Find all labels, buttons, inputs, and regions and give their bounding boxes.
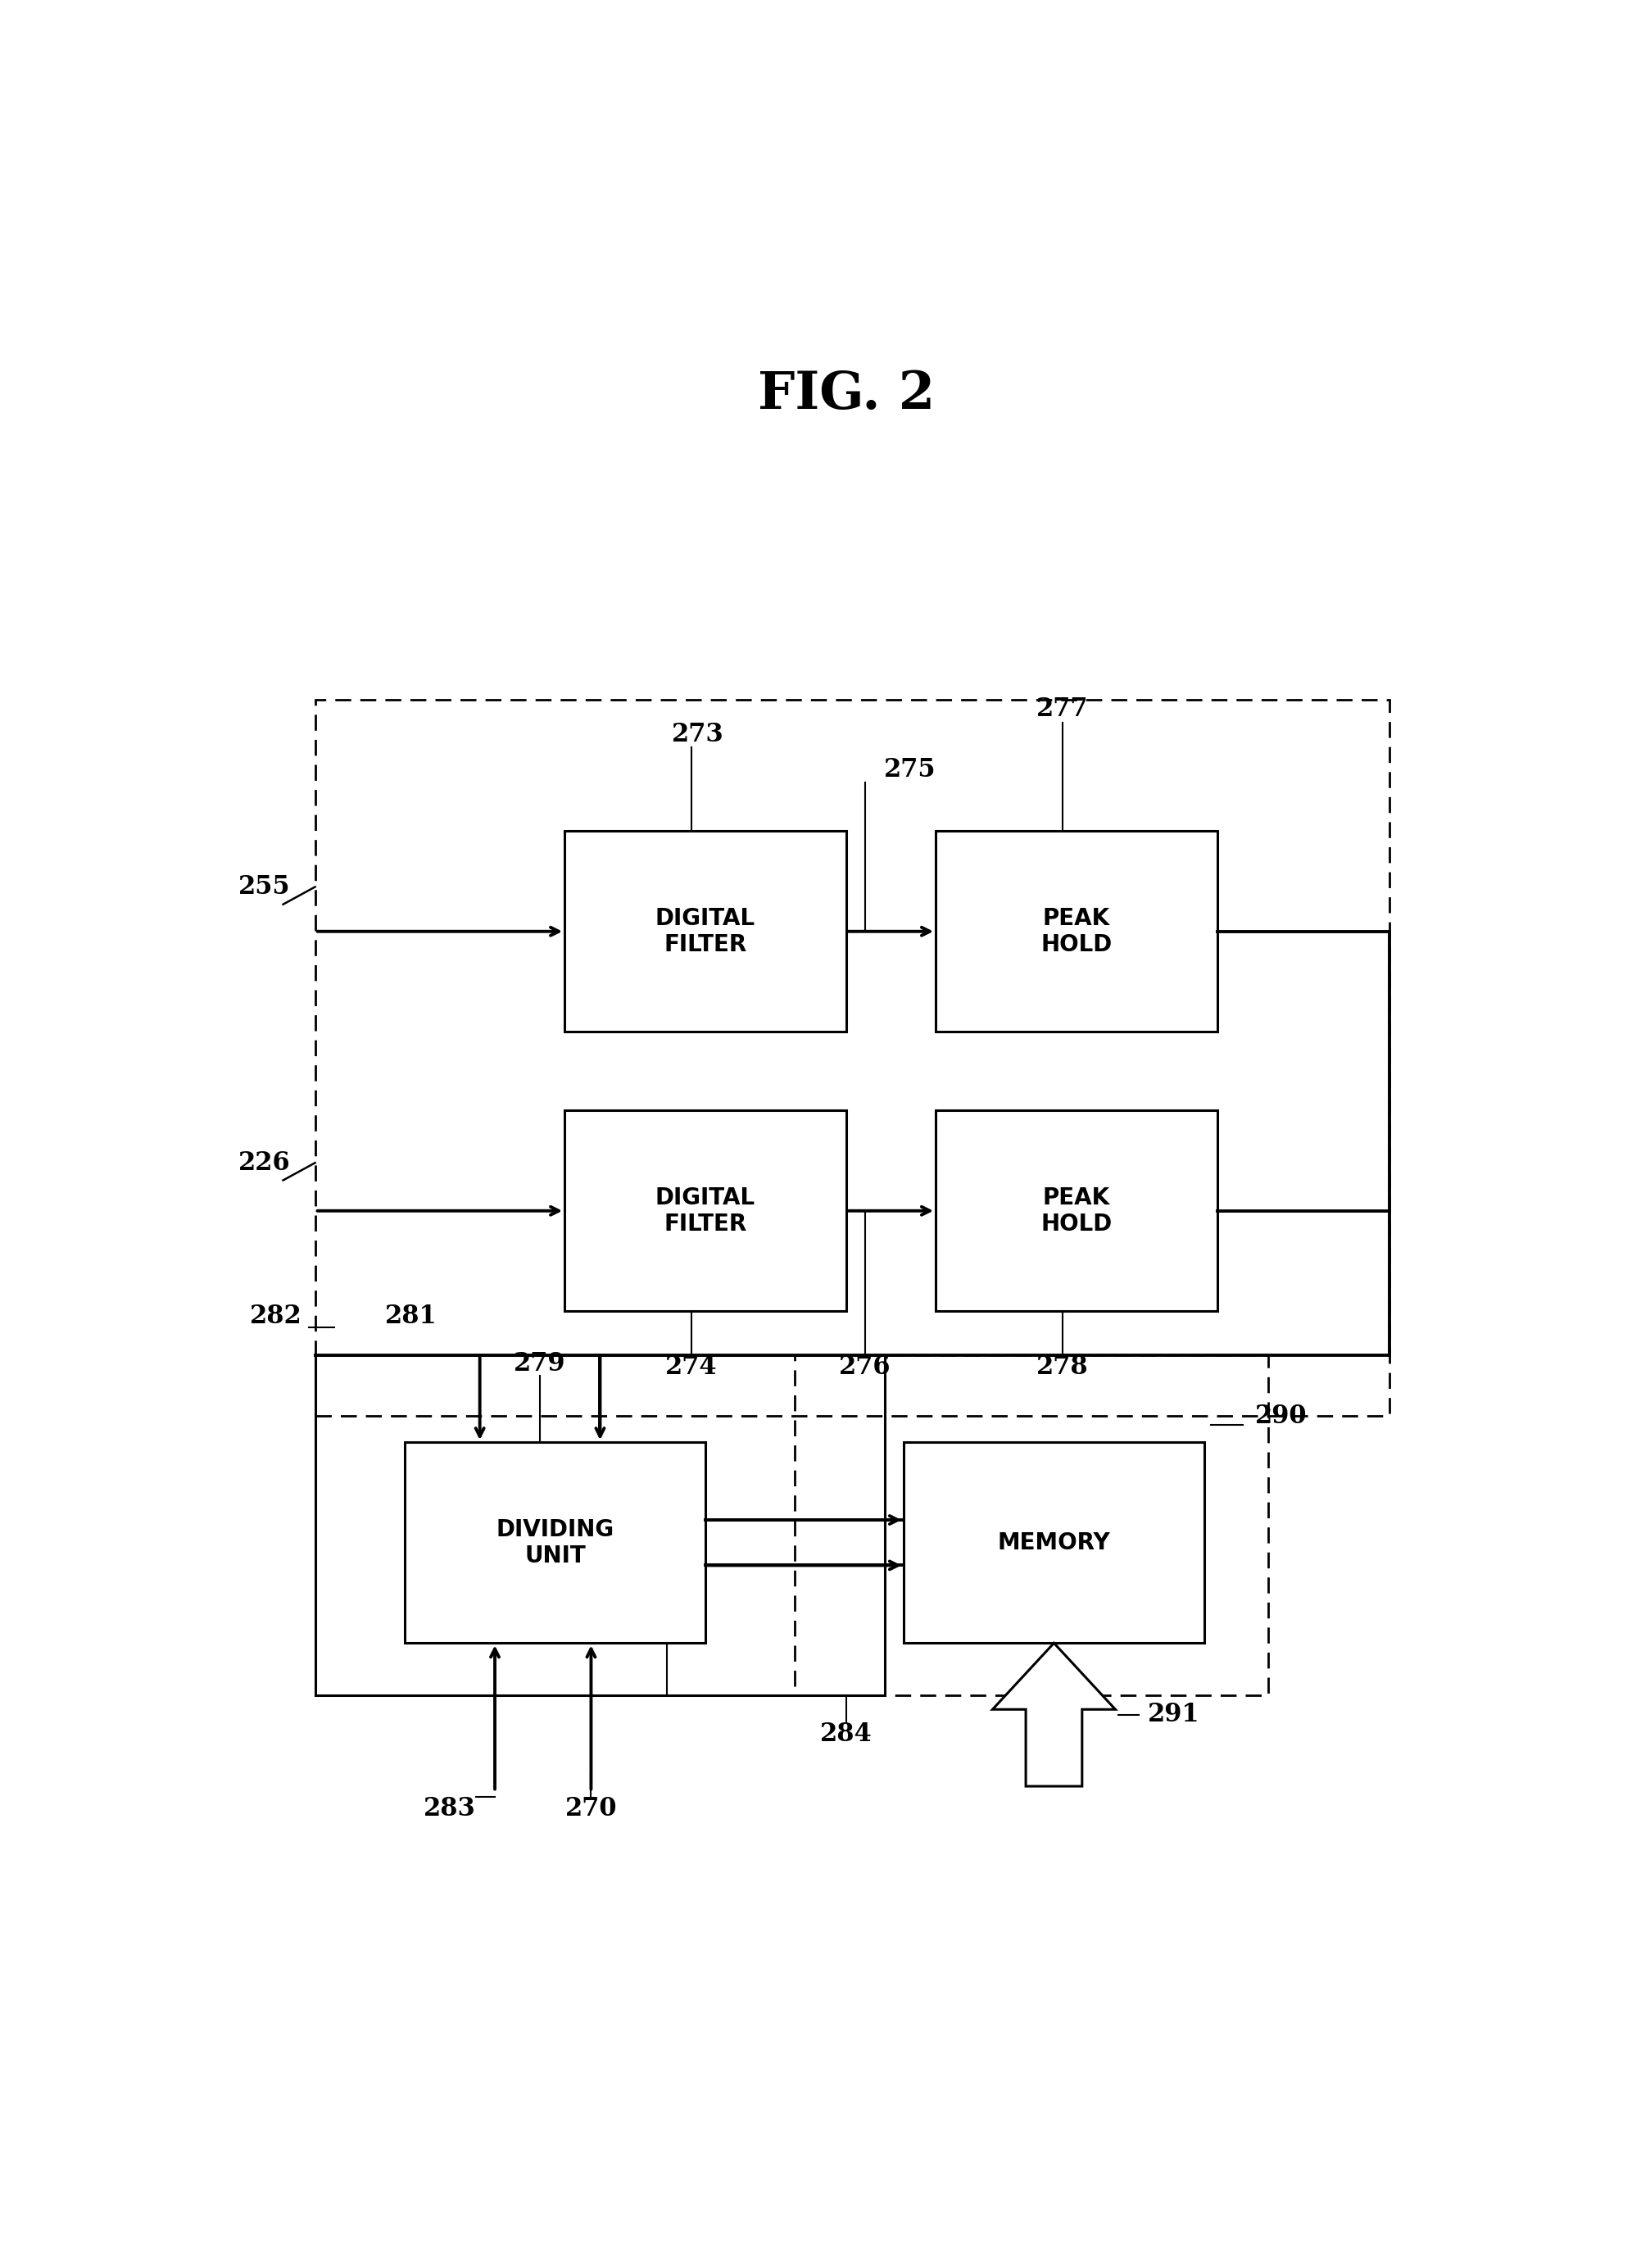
Text: 278: 278 [1036,1354,1087,1379]
Bar [564,1111,846,1311]
Text: 276: 276 [838,1354,891,1379]
Text: MEMORY: MEMORY [997,1531,1110,1554]
Bar [564,830,846,1032]
Text: 291: 291 [1147,1701,1200,1728]
Bar [315,701,1389,1415]
Text: 284: 284 [820,1721,871,1746]
Text: DIVIDING
UNIT: DIVIDING UNIT [495,1517,614,1567]
Bar [903,1442,1204,1642]
Polygon shape [992,1642,1115,1787]
Bar [315,1354,884,1696]
Text: DIGITAL
FILTER: DIGITAL FILTER [655,1186,756,1236]
Text: 277: 277 [1036,696,1087,721]
Bar [936,830,1216,1032]
Text: DIGITAL
FILTER: DIGITAL FILTER [655,907,756,957]
Text: FIG. 2: FIG. 2 [757,370,934,420]
Bar [404,1442,705,1642]
Text: 283: 283 [422,1796,475,1821]
Bar [795,1354,1267,1696]
Text: 279: 279 [513,1352,566,1377]
Text: 274: 274 [665,1354,718,1379]
Bar [936,1111,1216,1311]
Text: 226: 226 [238,1150,290,1175]
Text: 275: 275 [883,758,936,782]
Text: 273: 273 [672,721,723,748]
Text: 282: 282 [249,1304,302,1329]
Text: 255: 255 [238,873,290,900]
Text: 270: 270 [564,1796,617,1821]
Text: PEAK
HOLD: PEAK HOLD [1040,907,1112,957]
Text: 290: 290 [1256,1404,1307,1429]
Text: 281: 281 [384,1304,437,1329]
Text: PEAK
HOLD: PEAK HOLD [1040,1186,1112,1236]
